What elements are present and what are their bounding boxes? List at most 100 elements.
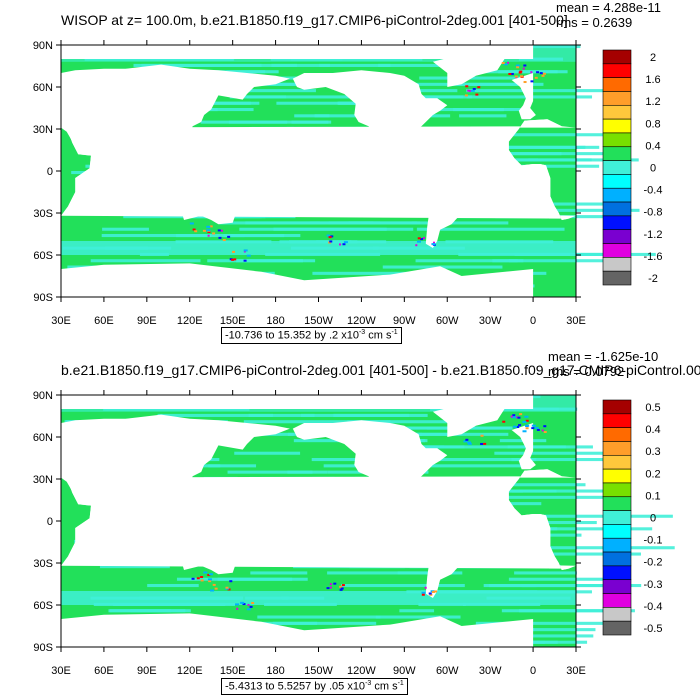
lon-tick-label: 30W	[479, 665, 502, 677]
colorbar-swatch	[602, 607, 632, 622]
colorbar-swatch	[602, 510, 632, 525]
lon-tick-label: 120E	[177, 315, 203, 327]
lat-tick-label: 0	[47, 166, 53, 178]
lon-tick-label: 30E	[566, 665, 586, 677]
colorbar-label: 0.4	[645, 424, 660, 436]
lat-tick-label: 90N	[33, 390, 53, 402]
landmass	[61, 263, 534, 297]
lon-tick-label: 120E	[177, 665, 203, 677]
lon-tick-label: 90W	[393, 315, 416, 327]
lat-tick-label: 30S	[33, 558, 53, 570]
lat-tick-label: 30N	[33, 474, 53, 486]
lat-tick-label: 90N	[33, 40, 53, 52]
lon-tick-label: 180	[266, 315, 284, 327]
colorbar-swatch	[602, 201, 632, 217]
colorbar-label: -0.1	[644, 535, 663, 547]
landmass	[511, 423, 536, 470]
lon-tick-label: 30E	[566, 315, 586, 327]
lon-tick-label: 60W	[436, 315, 459, 327]
lon-tick-label: 60W	[436, 665, 459, 677]
lon-tick-label: 120W	[347, 315, 376, 327]
panel-title: b.e21.B1850.f19_g17.CMIP6-piControl-2deg…	[61, 362, 700, 378]
colorbar-label: -2	[648, 273, 658, 285]
landmass	[61, 395, 534, 409]
colorbar-label: 1.6	[645, 74, 660, 86]
panel-title: WISOP at z= 100.0m, b.e21.B1850.f19_g17.…	[61, 12, 568, 28]
lon-tick-label: 30W	[479, 315, 502, 327]
lon-tick-label: 0	[530, 665, 536, 677]
lon-tick-label: 90W	[393, 665, 416, 677]
lat-tick-label: 90S	[33, 642, 53, 654]
lon-tick-label: 150E	[220, 665, 246, 677]
lat-tick-label: 60S	[33, 250, 53, 262]
colorbar-label: 2	[650, 52, 656, 64]
colorbar-swatch	[602, 160, 632, 175]
colorbar-label: 0.5	[645, 402, 660, 414]
colorbar-swatch	[602, 427, 632, 442]
lon-tick-label: 90E	[137, 315, 157, 327]
colorbar-swatch	[602, 49, 632, 65]
colorbar-label: 0.4	[645, 140, 660, 152]
rms-stat: rms = 0.0792	[548, 364, 625, 379]
colorbar-label: 1.2	[645, 96, 660, 108]
colorbar-swatch	[602, 565, 632, 581]
colorbar-label: -0.5	[644, 623, 663, 635]
colorbar-swatch	[602, 399, 632, 415]
lat-tick-label: 0	[47, 516, 53, 528]
colorbar-swatch	[602, 174, 632, 189]
colorbar-label: 0.2	[645, 468, 660, 480]
colorbar-label: 0	[650, 513, 656, 525]
colorbar-label: -1.2	[644, 229, 663, 241]
colorbar-swatch	[602, 496, 632, 511]
colorbar-label: 0	[650, 163, 656, 175]
colorbar-swatch	[602, 413, 632, 428]
lon-tick-label: 150E	[220, 315, 246, 327]
map-plot: 90N 60N 30N 0 30S 60S 90S 30E 60E 90E 120E 150E 180 1…	[33, 40, 663, 327]
colorbar-swatch	[602, 454, 632, 470]
colorbar-label: -0.3	[644, 579, 663, 591]
colorbar-swatch	[602, 132, 632, 148]
lon-tick-label: 30E	[51, 315, 71, 327]
colorbar-swatch	[602, 229, 632, 244]
colorbar-swatch	[602, 187, 632, 203]
landmass	[63, 469, 576, 570]
lat-tick-label: 60S	[33, 600, 53, 612]
colorbar-label: -0.8	[644, 207, 663, 219]
lat-tick-label: 60N	[33, 82, 53, 94]
landmass	[432, 54, 505, 87]
lat-tick-label: 30S	[33, 208, 53, 220]
landmass	[292, 70, 448, 160]
colorbar-swatch	[602, 77, 632, 92]
colorbar-swatch	[602, 537, 632, 553]
lon-tick-label: 60E	[94, 315, 114, 327]
lon-tick-label: 150W	[304, 315, 333, 327]
landmass	[432, 404, 505, 437]
colorbar-swatch	[602, 215, 632, 231]
colorbar-swatch	[602, 524, 632, 539]
colorbar-label: -0.4	[644, 601, 663, 613]
colorbar-swatch	[602, 63, 632, 78]
colorbar-label: -0.2	[644, 557, 663, 569]
colorbar-swatch	[602, 579, 632, 594]
colorbar-swatch	[602, 91, 632, 106]
colorbar-label: 0.1	[645, 490, 660, 502]
colorbar-swatch	[602, 482, 632, 498]
colorbar-swatch	[602, 104, 632, 120]
lon-tick-label: 60E	[94, 665, 114, 677]
colorbar-swatch	[602, 257, 632, 272]
colorbar-swatch	[602, 441, 632, 456]
lon-tick-label: 120W	[347, 665, 376, 677]
lon-tick-label: 90E	[137, 665, 157, 677]
colorbar-label: -1.6	[644, 251, 663, 263]
lat-tick-label: 90S	[33, 292, 53, 304]
lon-tick-label: 180	[266, 665, 284, 677]
colorbar-swatch	[602, 270, 632, 286]
map-plot: 90N 60N 30N 0 30S 60S 90S 30E 60E 90E 120E 150E 180 1…	[33, 390, 675, 677]
colorbar-swatch	[602, 551, 632, 567]
colorbar-swatch	[602, 118, 632, 134]
landmass	[292, 420, 448, 510]
contour-range-box: -10.736 to 15.352 by .2 x10-3 cm s-1	[221, 327, 402, 344]
landmass	[61, 613, 534, 647]
colorbar-swatch	[602, 593, 632, 608]
colorbar-label: 0.3	[645, 446, 660, 458]
